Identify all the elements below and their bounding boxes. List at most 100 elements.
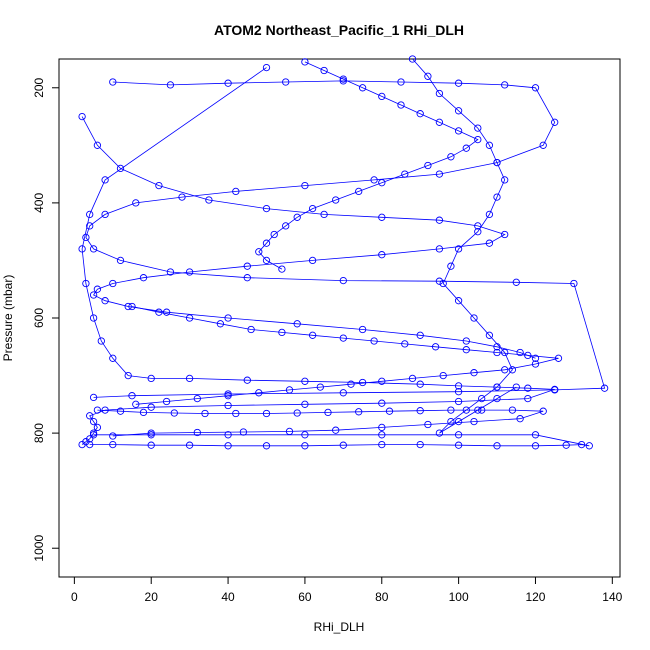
data-point	[278, 265, 286, 273]
data-point	[358, 84, 367, 92]
data-point	[454, 382, 463, 390]
data-point	[508, 366, 517, 374]
data-point	[431, 343, 440, 351]
data-point	[470, 417, 478, 426]
data-series	[93, 406, 547, 440]
data-point	[232, 187, 240, 196]
data-point	[378, 213, 386, 221]
data-point	[78, 245, 86, 253]
y-tick-label: 400	[32, 193, 46, 213]
data-point	[293, 213, 301, 221]
data-point	[243, 376, 251, 384]
data-point	[332, 426, 340, 434]
data-point	[447, 262, 455, 270]
data-point	[416, 407, 424, 415]
data-point	[308, 331, 317, 339]
data-point	[435, 429, 444, 437]
data-point	[89, 417, 98, 426]
data-point	[339, 276, 347, 285]
data-point	[86, 222, 94, 230]
data-point	[493, 348, 501, 357]
data-point	[224, 314, 232, 322]
data-point	[539, 407, 547, 415]
data-point	[82, 279, 90, 288]
data-point	[454, 388, 463, 396]
data-point	[600, 384, 609, 392]
data-point	[401, 340, 409, 348]
data-point	[454, 397, 463, 406]
data-point	[282, 78, 290, 86]
data-point	[501, 81, 509, 89]
series-line	[97, 409, 544, 437]
data-point	[493, 442, 501, 450]
data-point	[435, 277, 444, 285]
data-point	[462, 346, 470, 354]
data-point	[243, 274, 251, 282]
data-point	[554, 354, 563, 362]
series-line	[131, 306, 559, 405]
data-point	[93, 141, 102, 149]
data-point	[416, 110, 424, 118]
data-point	[109, 279, 117, 288]
data-point	[531, 442, 540, 450]
data-point	[109, 354, 117, 362]
data-point	[89, 314, 98, 322]
data-point	[128, 392, 136, 400]
data-point	[128, 302, 136, 311]
data-point	[358, 325, 367, 334]
data-point	[224, 392, 232, 400]
data-point	[424, 72, 432, 80]
data-point	[147, 403, 155, 411]
data-point	[493, 158, 501, 167]
data-point	[424, 161, 432, 170]
x-tick-label: 100	[449, 590, 469, 604]
data-point	[320, 210, 328, 219]
data-point	[577, 440, 586, 449]
data-point	[454, 417, 463, 426]
data-point	[339, 75, 347, 83]
data-point	[485, 141, 494, 149]
series-line	[81, 116, 536, 359]
data-point	[516, 348, 524, 357]
data-point	[447, 417, 455, 426]
data-point	[301, 58, 309, 66]
data-point	[562, 441, 570, 449]
data-point	[78, 440, 86, 449]
data-point	[416, 331, 424, 339]
data-point	[205, 196, 213, 204]
data-point	[447, 153, 455, 161]
data-point	[454, 245, 463, 253]
data-series	[255, 58, 482, 273]
data-point	[501, 230, 509, 239]
data-point	[485, 210, 494, 219]
data-point	[347, 380, 355, 388]
data-point	[116, 407, 125, 415]
data-point	[86, 412, 94, 420]
series-layer	[78, 55, 609, 450]
data-point	[454, 127, 463, 135]
data-point	[531, 84, 540, 92]
data-point	[101, 176, 109, 184]
data-point	[501, 366, 509, 374]
x-tick-label: 80	[375, 590, 389, 604]
plot-frame	[58, 58, 621, 578]
data-point	[332, 196, 340, 204]
y-tick-label: 1000	[32, 535, 46, 562]
data-point	[97, 337, 105, 345]
data-point	[397, 101, 405, 109]
x-tick-label: 40	[221, 590, 235, 604]
data-point	[124, 371, 132, 380]
data-point	[416, 440, 424, 449]
data-point	[101, 210, 109, 219]
x-tick-label: 60	[298, 590, 312, 604]
data-series	[128, 302, 563, 408]
data-point	[454, 79, 463, 87]
data-series	[86, 431, 593, 450]
data-point	[93, 423, 102, 432]
data-point	[378, 431, 386, 439]
data-point	[308, 256, 317, 265]
data-point	[243, 262, 251, 270]
data-point	[339, 334, 347, 342]
data-point	[147, 441, 155, 449]
data-point	[86, 440, 94, 449]
